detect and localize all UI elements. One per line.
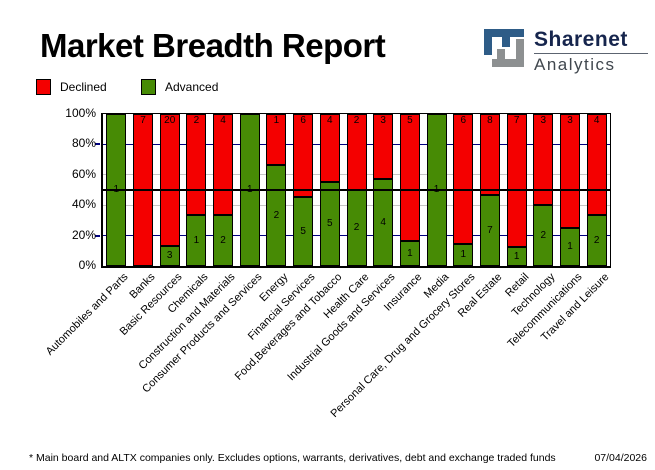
declined-count-label: 3 (540, 115, 547, 126)
legend-label-advanced: Advanced (165, 80, 219, 94)
bar-segment-advanced (506, 247, 527, 266)
legend-label-declined: Declined (60, 80, 107, 94)
bar-segment-declined (186, 114, 207, 215)
fifty-percent-line (103, 189, 610, 191)
declined-count-label: 4 (220, 115, 226, 126)
bar-segment-declined (506, 114, 527, 247)
declined-count-label: 3 (567, 115, 573, 126)
logo-text: Sharenet Analytics (534, 29, 648, 73)
bar-segment-declined (293, 114, 314, 197)
legend-item-declined: Declined (36, 79, 107, 95)
y-axis-tick-80 (95, 143, 100, 146)
bar-segment-declined (559, 114, 580, 228)
y-axis-label-100: 100% (65, 106, 96, 120)
declined-count-label: 8 (487, 115, 493, 126)
sharenet-logo: Sharenet Analytics (484, 29, 648, 73)
bar-basic-resources: 20 3 (159, 114, 180, 266)
bar-segment-advanced (319, 182, 340, 266)
bar-segment-declined (319, 114, 340, 182)
logo-division: Analytics (534, 55, 616, 74)
bar-segment-advanced (373, 179, 394, 266)
bar-segment-declined (159, 114, 180, 246)
advanced-count-label: 2 (353, 222, 360, 233)
declined-count-label: 7 (140, 115, 146, 126)
y-axis-label-80: 80% (71, 136, 96, 151)
advanced-count-label: 2 (540, 229, 547, 241)
y-axis-label-40: 40% (71, 197, 96, 212)
y-axis-label-20: 20% (71, 227, 96, 242)
advanced-count-label: 1 (460, 249, 467, 260)
declined-count-label: 6 (460, 115, 467, 126)
page-title: Market Breadth Report (40, 27, 386, 64)
bar-segment-declined (479, 114, 500, 195)
declined-count-label: 4 (593, 115, 600, 126)
advanced-color-swatch (141, 79, 156, 95)
report-date: 07/04/2026 (594, 452, 647, 464)
advanced-count-label: 1 (193, 234, 200, 246)
bar-segment-declined (586, 114, 607, 215)
bar-segment-advanced (453, 244, 474, 266)
advanced-count-label: 1 (513, 250, 520, 262)
bar-segment-advanced (399, 241, 420, 266)
advanced-count-label: 7 (487, 224, 493, 236)
bar-segment-advanced (159, 246, 180, 266)
advanced-count-label: 3 (166, 250, 173, 261)
advanced-count-label: 5 (300, 225, 306, 237)
declined-count-label: 2 (353, 115, 360, 126)
advanced-count-label: 4 (380, 216, 386, 228)
bar-segment-declined (266, 114, 287, 165)
declined-count-label: 4 (327, 115, 333, 126)
bar-segment-advanced (586, 215, 607, 266)
advanced-count-label: 1 (567, 241, 573, 252)
bar-segment-advanced (186, 215, 207, 266)
bar-segment-advanced (293, 197, 314, 266)
advanced-count-label: 2 (220, 234, 226, 246)
logo-divider (534, 53, 648, 54)
logo-brand: Sharenet (534, 28, 628, 51)
declined-count-label: 1 (273, 115, 280, 126)
declined-count-label: 2 (193, 115, 200, 126)
advanced-count-label: 2 (593, 234, 600, 246)
bar-segment-declined (453, 114, 474, 244)
declined-count-label: 5 (407, 115, 413, 126)
footnote: * Main board and ALTX companies only. Ex… (29, 452, 556, 464)
y-axis-label-60: 60% (71, 166, 96, 181)
declined-count-label: 7 (513, 115, 520, 126)
y-axis-label-0: 0% (78, 258, 96, 272)
bar-segment-advanced (479, 195, 500, 266)
bar-segment-declined (399, 114, 420, 241)
bar-segment-advanced (559, 228, 580, 266)
bar-segment-declined (533, 114, 554, 205)
bar-segment-declined (213, 114, 234, 215)
declined-count-label: 20 (164, 115, 176, 126)
bar-segment-advanced (213, 215, 234, 266)
advanced-count-label: 5 (327, 218, 333, 229)
bar-segment-advanced (533, 205, 554, 266)
plot-area: 17203214211265452234511618771323142 (101, 113, 611, 268)
advanced-count-label: 1 (407, 247, 413, 259)
advanced-count-label: 2 (273, 209, 280, 221)
sharenet-logo-icon (484, 29, 524, 67)
declined-count-label: 3 (380, 115, 386, 126)
legend-item-advanced: Advanced (141, 79, 218, 95)
bar-segment-declined (373, 114, 394, 179)
y-axis-tick-20 (95, 234, 100, 237)
declined-color-swatch (36, 79, 51, 95)
declined-count-label: 6 (300, 115, 306, 126)
